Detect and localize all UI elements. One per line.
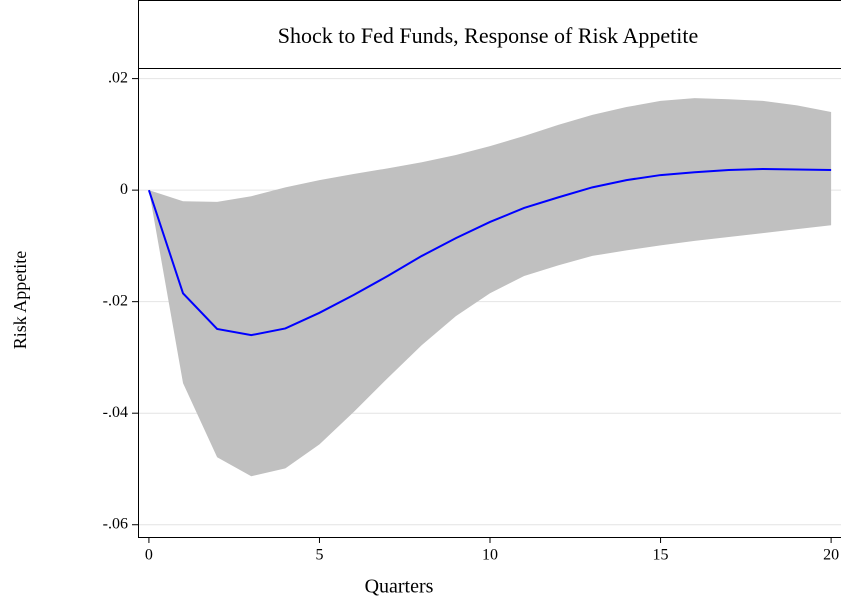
y-tick-label: -.06 <box>103 515 128 532</box>
y-axis-label: Risk Appetite <box>10 251 30 350</box>
x-tick-label: 0 <box>145 547 153 564</box>
response-line <box>147 167 832 337</box>
y-tick-label: -.02 <box>103 292 128 309</box>
x-tick-label: 15 <box>653 547 669 564</box>
title-box <box>138 0 841 69</box>
y-tick-label: 0 <box>120 181 128 198</box>
x-axis-label: Quarters <box>365 576 434 598</box>
x-tick-label: 10 <box>482 547 498 564</box>
x-tick-label: 5 <box>315 547 323 564</box>
y-tick-label: .02 <box>108 69 128 86</box>
confidence-band <box>148 98 832 477</box>
y-tick-label: -.04 <box>103 404 128 421</box>
chart-title: Shock to Fed Funds, Response of Risk App… <box>278 23 698 48</box>
x-tick-label: 20 <box>823 547 839 564</box>
